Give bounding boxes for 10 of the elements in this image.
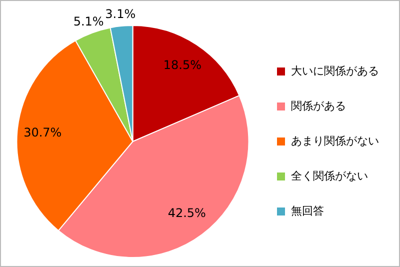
legend-label: あまり関係がない (291, 134, 379, 148)
legend-label: 関係がある (291, 99, 346, 112)
legend-label: 大いに関係がある (291, 64, 379, 78)
data-label: 18.5% (163, 58, 202, 72)
legend-label: 無回答 (291, 204, 324, 218)
data-label: 42.5% (168, 206, 206, 220)
legend-label: 全く関係がない (291, 169, 368, 182)
data-label: 30.7% (24, 126, 62, 140)
data-label: 3.1% (105, 7, 136, 22)
data-label: 5.1% (73, 14, 104, 29)
